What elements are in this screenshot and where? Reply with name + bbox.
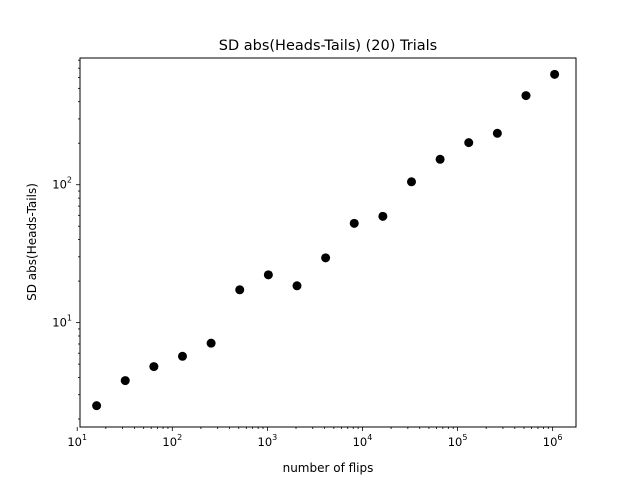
data-point bbox=[120, 376, 130, 386]
data-point bbox=[550, 69, 560, 79]
data-point bbox=[349, 218, 359, 228]
data-point bbox=[521, 91, 531, 101]
data-point bbox=[406, 177, 416, 187]
data-point bbox=[464, 138, 474, 148]
data-point bbox=[378, 211, 388, 221]
data-point bbox=[235, 285, 245, 295]
data-point bbox=[177, 351, 187, 361]
data-point bbox=[292, 281, 302, 291]
data-point bbox=[149, 362, 159, 372]
y-tick-label: 101 bbox=[52, 314, 72, 330]
data-point bbox=[435, 154, 445, 164]
y-tick-label: 102 bbox=[52, 176, 72, 192]
x-tick-label: 106 bbox=[543, 433, 563, 449]
data-point bbox=[492, 128, 502, 138]
x-axis-ticks: 101 102 103 104 105 106 bbox=[67, 427, 563, 449]
y-axis-ticks: 101 102 bbox=[52, 59, 80, 420]
chart-title: SD abs(Heads-Tails) (20) Trials bbox=[219, 38, 437, 54]
data-point bbox=[206, 338, 216, 348]
data-point bbox=[92, 401, 102, 411]
y-axis-label: SD abs(Heads-Tails) bbox=[25, 183, 39, 301]
x-tick-label: 104 bbox=[353, 433, 373, 449]
data-point bbox=[321, 253, 331, 263]
x-tick-label: 101 bbox=[67, 433, 87, 449]
data-points bbox=[92, 69, 560, 411]
plot-frame bbox=[79, 57, 577, 428]
x-axis-label: number of flips bbox=[283, 461, 374, 475]
x-tick-label: 102 bbox=[162, 433, 182, 449]
x-tick-label: 103 bbox=[258, 433, 278, 449]
data-point bbox=[263, 270, 273, 280]
x-tick-label: 105 bbox=[448, 433, 468, 449]
